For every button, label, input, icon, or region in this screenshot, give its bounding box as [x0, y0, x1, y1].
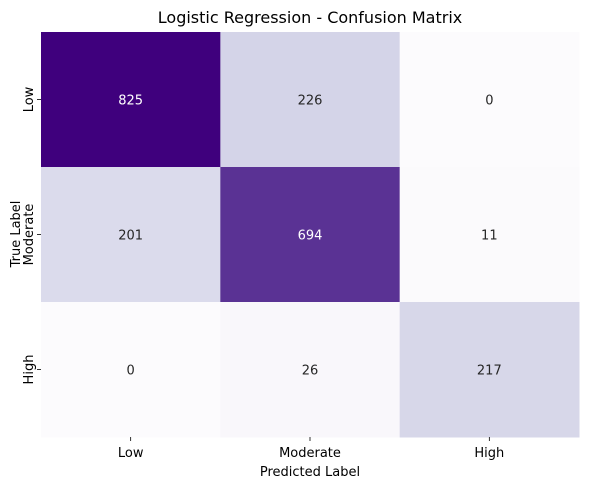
- cell-value-label: 26: [302, 364, 319, 379]
- heatmap-cell: [41, 32, 221, 168]
- cell-value-label: 226: [298, 94, 323, 109]
- y-tick-label: Low: [22, 86, 37, 112]
- axis-ticks: Low Moderate High Low Moderate High: [22, 86, 504, 461]
- heatmap-cell: [220, 32, 401, 168]
- heatmap-cell: [399, 167, 580, 303]
- cell-value-label: 217: [477, 364, 502, 379]
- cell-value-label: 201: [118, 229, 143, 244]
- cell-value-label: 694: [298, 229, 323, 244]
- cell-value-label: 11: [481, 229, 498, 244]
- x-axis-label: Predicted Label: [260, 465, 360, 480]
- x-tick-label: Low: [118, 446, 144, 461]
- heatmap-cell: [220, 302, 401, 438]
- x-tick-label: Moderate: [279, 446, 341, 461]
- cell-value-label: 825: [118, 94, 143, 109]
- y-tick-label: Moderate: [22, 204, 37, 266]
- cell-value-label: 0: [485, 94, 493, 109]
- x-tick-label: High: [474, 446, 504, 461]
- chart-title: Logistic Regression - Confusion Matrix: [158, 8, 462, 27]
- y-tick-label: High: [22, 355, 37, 385]
- heatmap-cell: [41, 302, 221, 438]
- heatmap-cells: 825 226 0 201 694 11 0 26 217: [41, 32, 580, 438]
- heatmap-cell: [399, 302, 580, 438]
- y-axis-label: True Label: [9, 201, 24, 269]
- heatmap-cell: [41, 167, 221, 303]
- heatmap-cell: [399, 32, 580, 168]
- cell-value-label: 0: [127, 364, 135, 379]
- heatmap-cell: [220, 167, 401, 303]
